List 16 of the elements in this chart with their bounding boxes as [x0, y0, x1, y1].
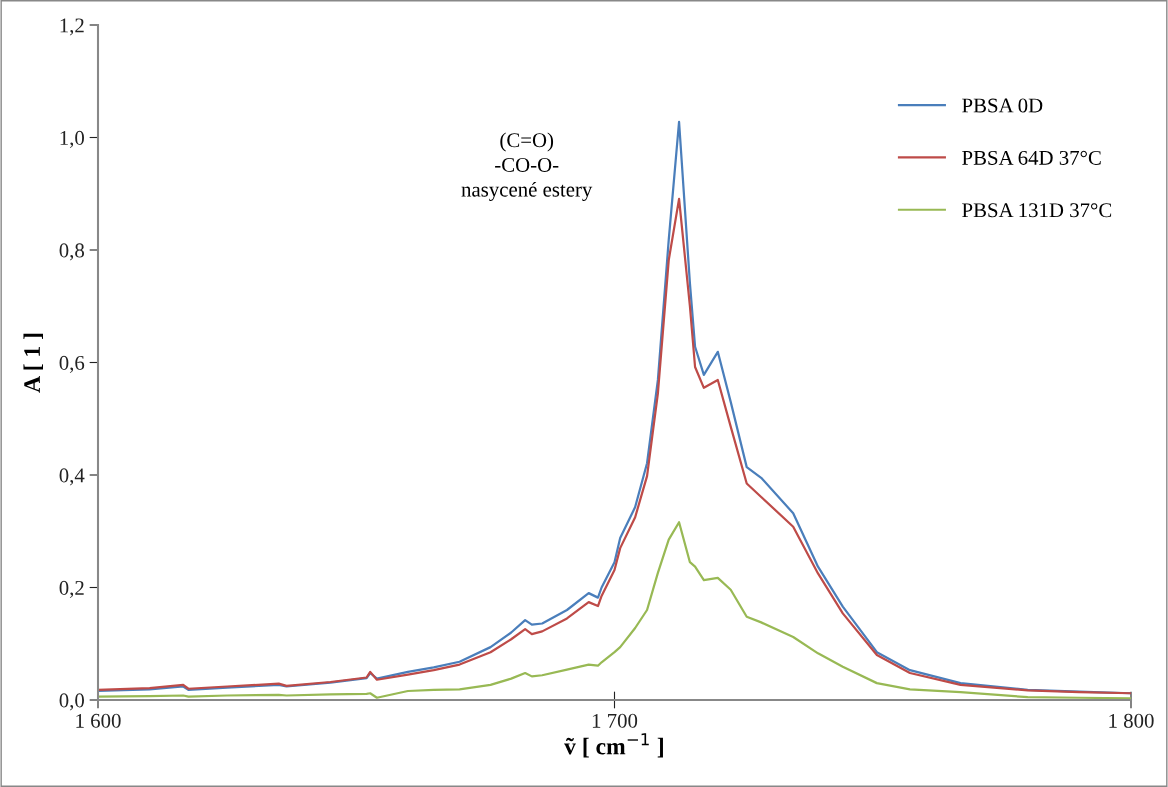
y-tick-label: 1,2: [60, 18, 84, 36]
legend-label: PBSA 131D 37°C: [962, 203, 1112, 218]
x-tick-label: 1 700: [592, 713, 638, 728]
x-tick-label: 1 800: [1109, 713, 1154, 728]
x-tick-label: 1 600: [76, 713, 121, 728]
legend-label: PBSA 64D 37°C: [962, 150, 1101, 165]
x-axis-title: ṽ [ cm$^{−1}$ ]: [564, 733, 663, 758]
y-tick-label: 0,4: [59, 468, 85, 486]
y-tick-label: 0,0: [59, 693, 85, 711]
y-axis-title: A [ 1 ]: [23, 333, 43, 393]
y-tick-label: 0,6: [59, 355, 85, 373]
legend-label: PBSA 0D: [962, 98, 1043, 113]
y-tick-label: 0,2: [59, 580, 84, 598]
y-tick-label: 0,8: [59, 243, 85, 261]
y-tick-label: 1,0: [60, 130, 85, 148]
annotation: (C=O) -CO-O- nasycené estery: [461, 132, 593, 201]
